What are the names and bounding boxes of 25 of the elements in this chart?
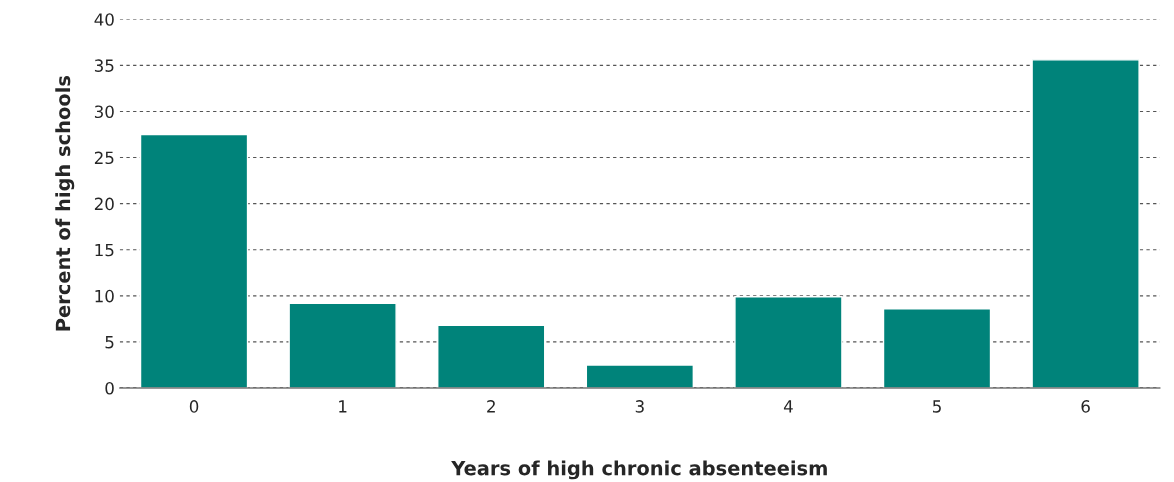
y-tick-label: 10	[95, 289, 114, 303]
y-tick-label: 35	[94, 59, 114, 72]
y-tick-label: 30	[94, 105, 114, 119]
x-tick-label: 1	[339, 400, 347, 413]
bar	[882, 308, 992, 389]
bar	[585, 364, 695, 389]
y-tick-label: 5	[105, 336, 114, 349]
y-tick-label: 40	[94, 13, 114, 26]
y-tick-label: 15	[95, 243, 114, 257]
x-tick-label: 4	[783, 400, 793, 413]
x-tick-label: 0	[189, 400, 199, 413]
bar	[139, 133, 249, 389]
y-tick-label: 0	[105, 381, 114, 395]
bar	[734, 296, 843, 389]
x-tick-label: 6	[1081, 400, 1090, 413]
x-tick-label: 5	[933, 400, 941, 413]
y-axis-title: Percent of high schools	[55, 75, 75, 331]
x-axis-title: Years of high chronic absenteeism	[451, 460, 827, 480]
y-tick-label: 20	[94, 197, 114, 211]
bar	[1031, 59, 1140, 389]
x-tick-label: 2	[487, 400, 495, 413]
bar	[288, 302, 397, 389]
y-tick-label: 25	[94, 151, 114, 165]
bar	[437, 324, 546, 389]
x-tick-label: 3	[635, 400, 644, 413]
